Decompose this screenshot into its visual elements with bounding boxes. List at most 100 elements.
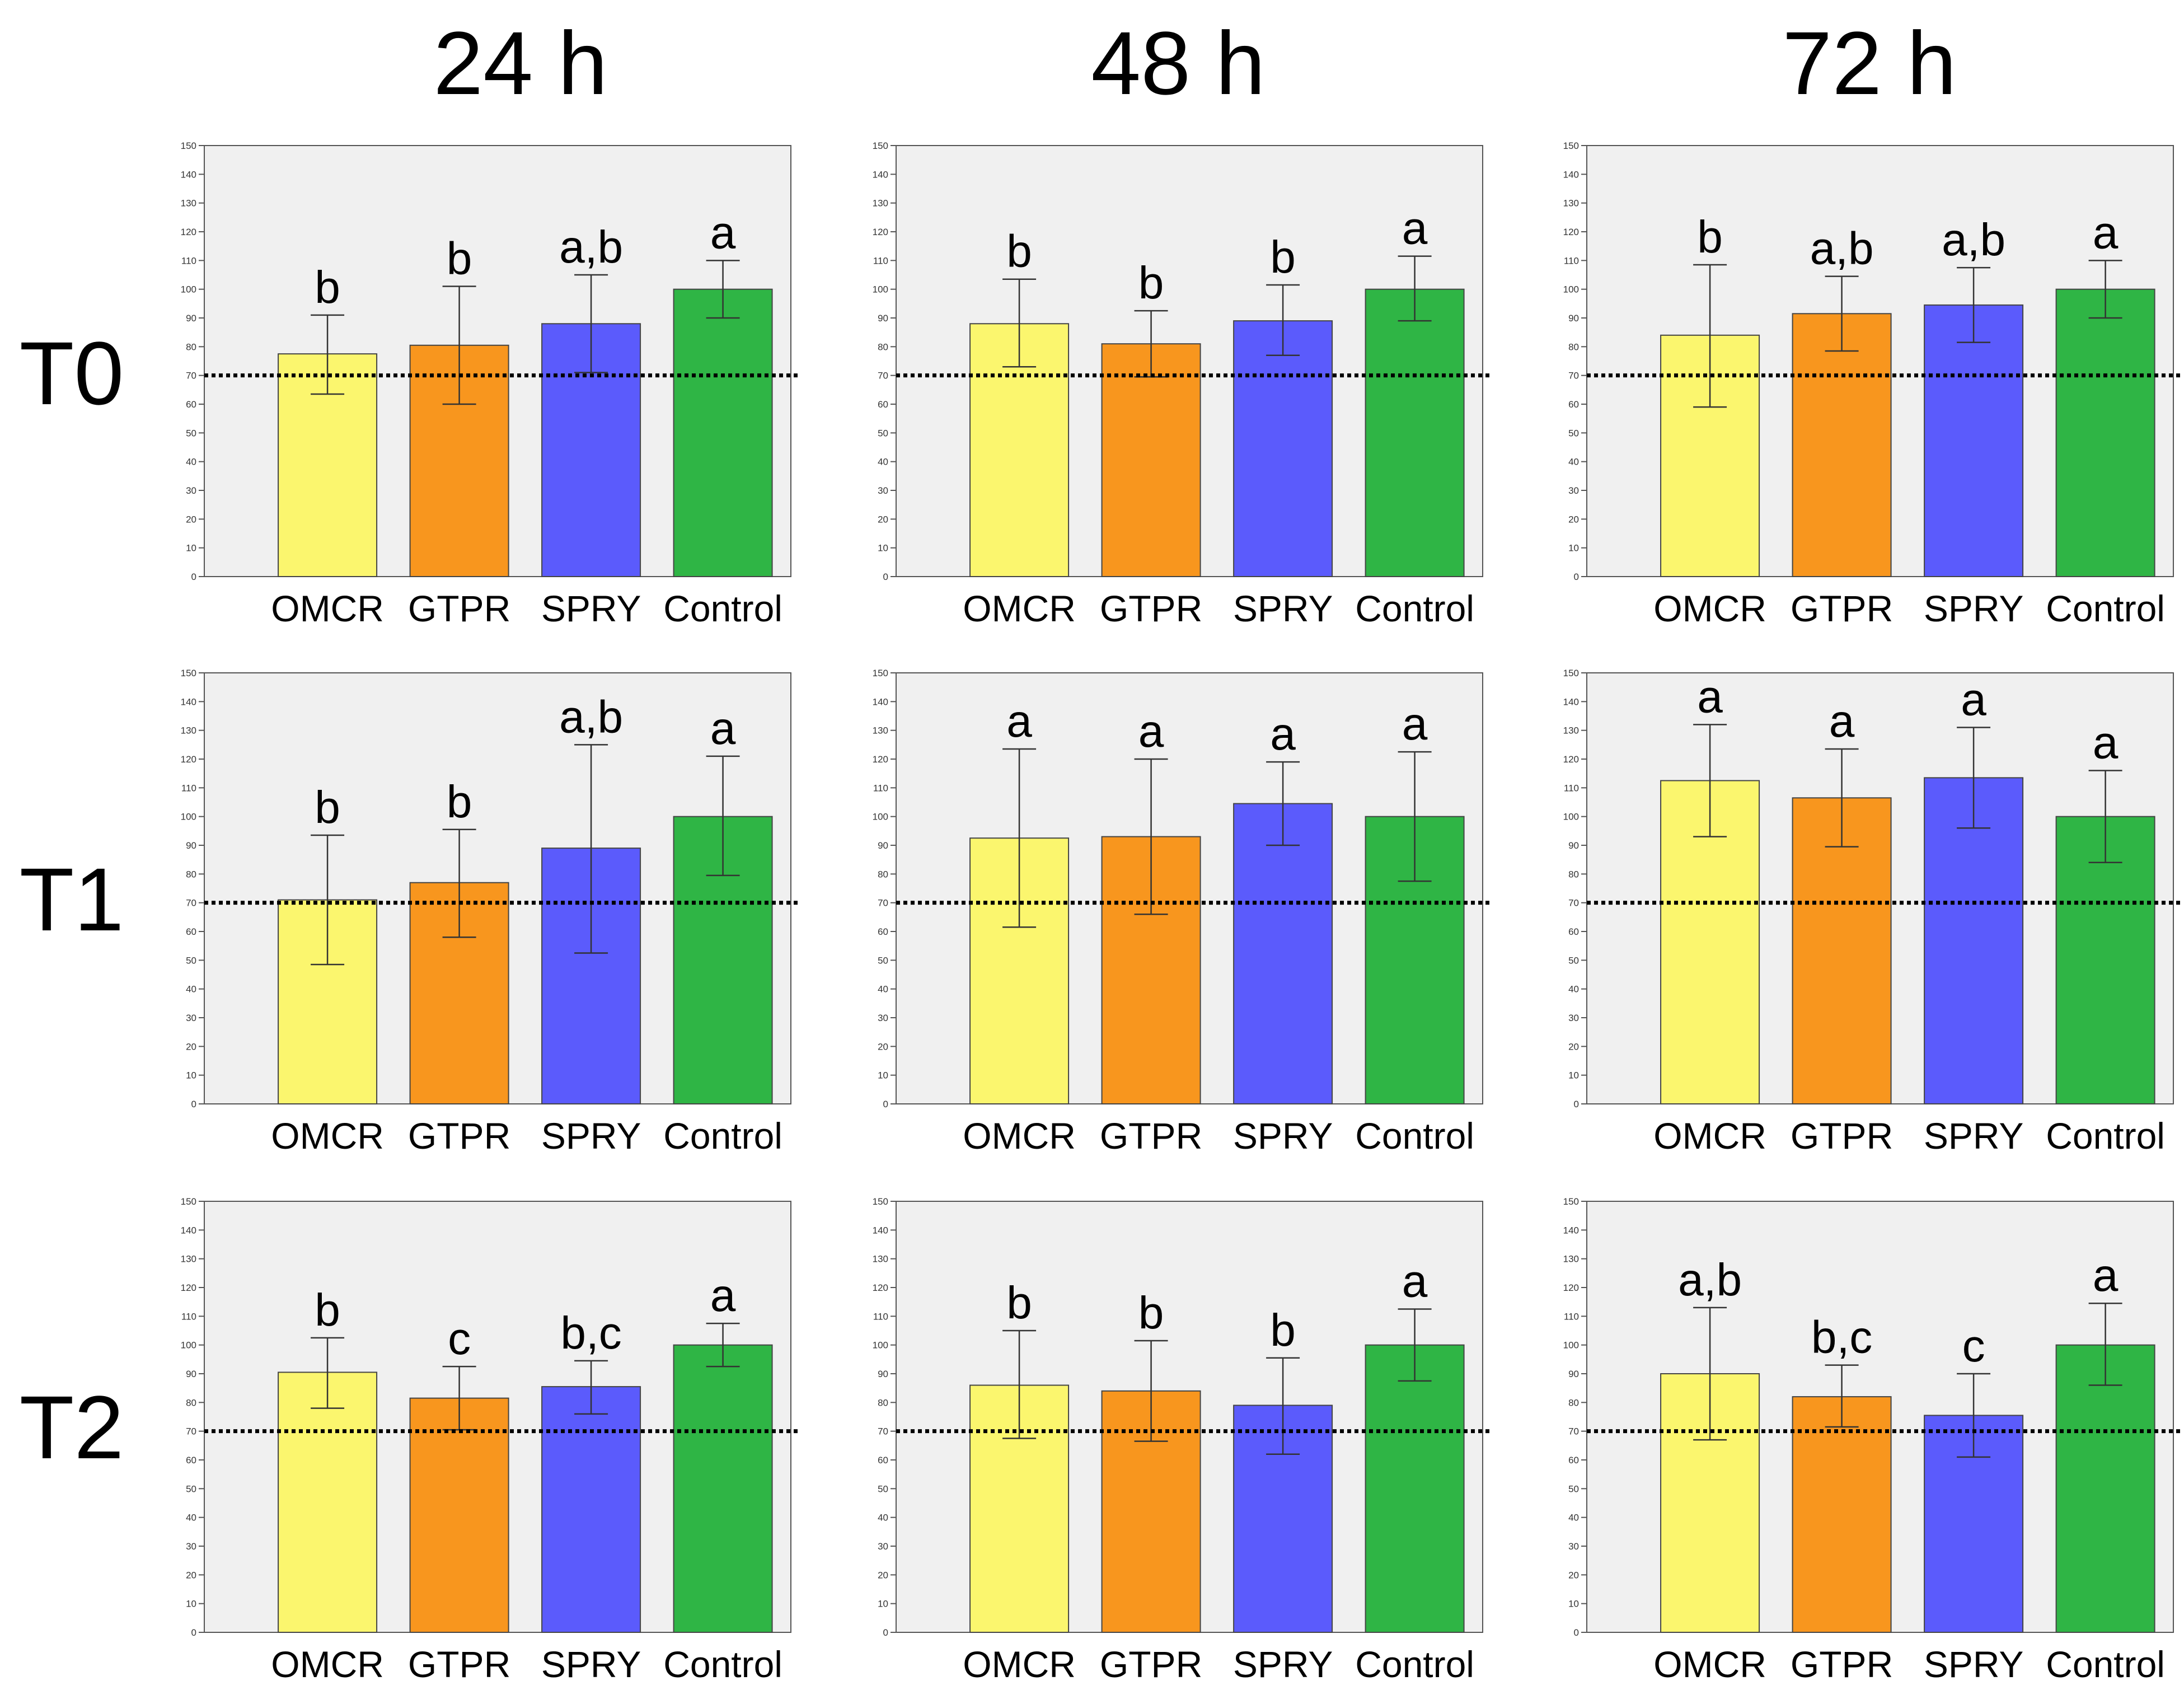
row-header-t1: T1: [20, 849, 124, 949]
panel-t2-48h-ytick-label-1: 10: [878, 1599, 888, 1609]
panel-t0-24h-letter-spry: a,b: [559, 222, 623, 273]
panel-t1-24h-ytick-label-2: 20: [186, 1041, 196, 1052]
panel-t2-24h-bar-control: [673, 1344, 773, 1633]
panel-t2-48h-ytick-label-6: 60: [878, 1455, 888, 1466]
panel-t0-72h-category-label-omcr: OMCR: [1653, 588, 1766, 629]
panel-t0-24h-category-label-omcr: OMCR: [271, 588, 384, 629]
panel-t0-48h-bar-spry: [1233, 320, 1333, 578]
panel-t1-72h-ytick-label-0: 0: [1574, 1099, 1579, 1109]
panel-t0-48h-ytick-label-11: 110: [873, 255, 888, 266]
panel-t1-24h-ytick-label-15: 150: [181, 668, 196, 678]
panel-t0-48h-ytick-label-2: 20: [878, 514, 888, 525]
panel-t1-72h-ytick-label-14: 140: [1563, 696, 1579, 707]
panel-t2-24h-ytick-label-3: 30: [186, 1541, 196, 1552]
panel-t0-72h-ytick-label-1: 10: [1568, 543, 1579, 554]
column-header-48h: 48 h: [1091, 13, 1265, 113]
panel-t1-72h-ytick-label-9: 90: [1568, 840, 1579, 851]
panel-t2-24h-letter-gtpr: c: [448, 1313, 471, 1364]
panel-t1-48h-ytick-label-6: 60: [878, 926, 888, 937]
panel-t1-24h-category-label-control: Control: [663, 1115, 782, 1157]
panel-t2-48h: 0 10 20 30 40 50 60 70 80 90 100 110 120 130 140 150 b OM…: [873, 1196, 1491, 1685]
panel-t2-72h-ytick-label-6: 60: [1568, 1455, 1579, 1466]
panel-t1-48h-category-label-gtpr: GTPR: [1100, 1115, 1202, 1157]
panel-t2-48h-category-label-control: Control: [1355, 1644, 1474, 1685]
panel-t1-72h-ytick-label-2: 20: [1568, 1041, 1579, 1052]
panel-t0-24h-ytick-label-1: 10: [186, 543, 196, 554]
panel-t2-72h-ytick-label-14: 140: [1563, 1225, 1579, 1235]
panel-t2-48h-ytick-label-8: 80: [878, 1397, 888, 1408]
panel-t0-72h-ytick-label-12: 120: [1563, 227, 1579, 237]
panel-t2-72h-letter-gtpr: b,c: [1811, 1312, 1872, 1363]
panel-t0-24h-bar-control: [673, 288, 773, 577]
panel-t2-24h-ytick-label-0: 0: [191, 1627, 196, 1638]
panel-t0-72h-ytick-label-13: 130: [1563, 198, 1579, 209]
panel-t1-48h-ytick-label-1: 10: [878, 1070, 888, 1081]
panel-t1-72h-ytick-label-12: 120: [1563, 754, 1579, 765]
panel-t1-24h-category-label-spry: SPRY: [541, 1115, 641, 1157]
panel-t2-48h-ytick-label-0: 0: [883, 1627, 888, 1638]
panel-t2-72h: 0 10 20 30 40 50 60 70 80 90 100 110 120 130 140 150 a,b…: [1563, 1196, 2181, 1685]
panel-t0-24h-letter-control: a: [710, 207, 736, 258]
panel-t0-24h-ytick-label-6: 60: [186, 399, 196, 410]
panel-t2-72h-ytick-label-9: 90: [1568, 1369, 1579, 1379]
column-header-72h: 72 h: [1782, 13, 1956, 113]
panel-t1-72h-ytick-label-15: 150: [1563, 668, 1579, 678]
panel-t2-72h-category-label-omcr: OMCR: [1653, 1644, 1766, 1685]
panel-t0-48h-ytick-label-5: 50: [878, 428, 888, 438]
panel-t2-24h-ytick-label-11: 110: [181, 1311, 196, 1322]
panel-t0-24h-category-label-control: Control: [663, 588, 782, 629]
panel-t0-72h-letter-omcr: b: [1697, 212, 1723, 263]
panel-t2-48h-ytick-label-12: 120: [873, 1282, 888, 1293]
panel-t1-48h-ytick-label-10: 100: [873, 812, 888, 822]
panel-t0-48h-ytick-label-9: 90: [878, 313, 888, 324]
panel-t1-48h: 0 10 20 30 40 50 60 70 80 90 100 110 120 130 140 150 a OM…: [873, 668, 1491, 1157]
panel-t0-24h-ytick-label-5: 50: [186, 428, 196, 438]
panel-t2-48h-ytick-label-14: 140: [873, 1225, 888, 1235]
panel-t0-48h-category-label-control: Control: [1355, 588, 1474, 629]
panel-t1-24h-ytick-label-7: 70: [186, 898, 196, 909]
panel-t1-72h-letter-spry: a: [1961, 675, 1986, 725]
panel-t2-24h-ytick-label-14: 140: [181, 1225, 196, 1235]
panel-t2-72h-bar-control: [2055, 1344, 2155, 1633]
panel-t1-72h-bar-control: [2055, 816, 2155, 1104]
panel-t1-48h-ytick-label-14: 140: [873, 696, 888, 707]
panel-t2-72h-ytick-label-1: 10: [1568, 1599, 1579, 1609]
panel-t0-48h-ytick-label-3: 30: [878, 485, 888, 496]
panel-t2-24h-letter-omcr: b: [315, 1285, 340, 1336]
row-header-t0: T0: [20, 323, 124, 423]
panel-t1-48h-ytick-label-11: 110: [873, 783, 888, 793]
panel-t0-24h-ytick-label-4: 40: [186, 457, 196, 467]
panel-t1-24h-category-label-omcr: OMCR: [271, 1115, 384, 1157]
chart-panels: 0102030405060708090100110120130140150bOM…: [181, 141, 2181, 1685]
panel-t0-48h-letter-control: a: [1402, 203, 1428, 254]
panel-t2-24h-ytick-label-12: 120: [181, 1282, 196, 1293]
panel-t1-72h-letter-gtpr: a: [1829, 696, 1855, 747]
panel-t1-24h: 0 10 20 30 40 50 60 70 80 90 100 110 120 130 140 150 b OM…: [181, 668, 799, 1157]
panel-t2-72h-ytick-label-5: 50: [1568, 1483, 1579, 1494]
panel-t0-24h-ytick-label-8: 80: [186, 341, 196, 352]
panel-t0-24h-ytick-label-11: 110: [181, 255, 196, 266]
panel-t0-72h-ytick-label-0: 0: [1574, 572, 1579, 582]
panel-t1-72h-ytick-label-13: 130: [1563, 725, 1579, 736]
panel-t0-48h-letter-gtpr: b: [1138, 258, 1164, 308]
panel-t2-24h: 0 10 20 30 40 50 60 70 80 90 100 110 120 130 140 150 b OM…: [181, 1196, 799, 1685]
panel-t0-24h-ytick-label-0: 0: [191, 572, 196, 582]
panel-t0-72h-ytick-label-2: 20: [1568, 514, 1579, 525]
panel-t0-24h-ytick-label-12: 120: [181, 227, 196, 237]
panel-t2-48h-ytick-label-13: 130: [873, 1254, 888, 1265]
panel-t2-72h-letter-omcr: a,b: [1678, 1254, 1742, 1305]
panel-t1-48h-letter-gtpr: a: [1138, 706, 1164, 757]
panel-t0-72h-category-label-gtpr: GTPR: [1791, 588, 1893, 629]
panel-t0-48h-ytick-label-4: 40: [878, 457, 888, 467]
panel-t1-72h-ytick-label-8: 80: [1568, 869, 1579, 879]
panel-t0-24h-ytick-label-13: 130: [181, 198, 196, 209]
panel-t2-72h-category-label-control: Control: [2046, 1644, 2165, 1685]
panel-t1-24h-ytick-label-4: 40: [186, 984, 196, 995]
panel-t1-24h-category-label-gtpr: GTPR: [408, 1115, 510, 1157]
panel-t2-24h-ytick-label-13: 130: [181, 1254, 196, 1265]
panel-t1-72h-category-label-omcr: OMCR: [1653, 1115, 1766, 1157]
panel-t0-72h-ytick-label-9: 90: [1568, 313, 1579, 324]
panel-t0-72h-ytick-label-10: 100: [1563, 284, 1579, 295]
panel-t2-48h-letter-control: a: [1402, 1256, 1428, 1307]
panel-t2-24h-ytick-label-1: 10: [186, 1599, 196, 1609]
